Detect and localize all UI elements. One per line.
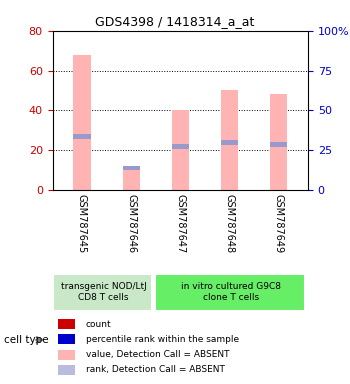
Bar [221, 90, 238, 190]
Text: GSM787645: GSM787645 [77, 194, 87, 253]
Text: count: count [86, 319, 111, 329]
Text: GSM787647: GSM787647 [175, 194, 185, 253]
Bar [221, 140, 238, 145]
Bar [122, 166, 140, 170]
Bar [270, 94, 287, 190]
Bar [58, 319, 76, 329]
Bar [172, 110, 189, 190]
Text: GDS4398 / 1418314_a_at: GDS4398 / 1418314_a_at [95, 15, 255, 28]
Bar [58, 365, 76, 375]
Text: GSM787646: GSM787646 [126, 194, 136, 253]
Text: rank, Detection Call = ABSENT: rank, Detection Call = ABSENT [86, 366, 225, 374]
Text: transgenic NOD/LtJ
CD8 T cells: transgenic NOD/LtJ CD8 T cells [61, 283, 146, 302]
Bar [58, 349, 76, 360]
Bar [270, 142, 287, 147]
Text: value, Detection Call = ABSENT: value, Detection Call = ABSENT [86, 350, 229, 359]
Bar [172, 144, 189, 149]
Bar [74, 134, 91, 139]
FancyBboxPatch shape [155, 274, 306, 311]
Text: in vitro cultured G9C8
clone T cells: in vitro cultured G9C8 clone T cells [181, 283, 281, 302]
Bar [58, 334, 76, 344]
Bar [74, 55, 91, 190]
Text: percentile rank within the sample: percentile rank within the sample [86, 335, 239, 344]
Text: cell type: cell type [4, 335, 48, 345]
Bar [122, 166, 140, 190]
Text: GSM787648: GSM787648 [224, 194, 234, 253]
Text: GSM787649: GSM787649 [273, 194, 284, 253]
FancyBboxPatch shape [52, 274, 152, 311]
